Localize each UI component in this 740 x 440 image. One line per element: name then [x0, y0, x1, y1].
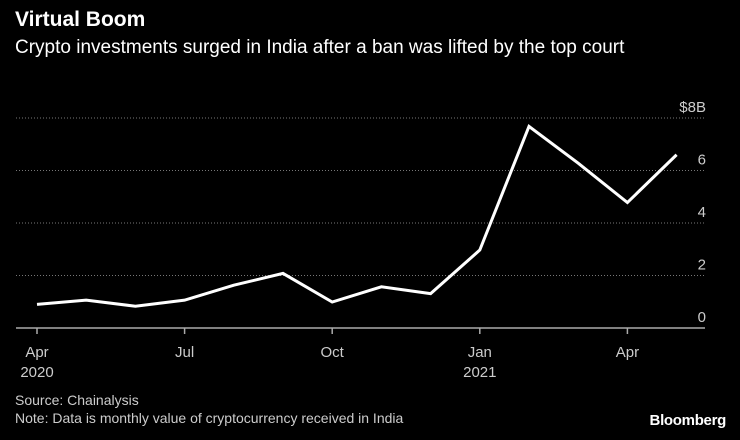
bloomberg-logo: Bloomberg — [649, 412, 727, 429]
data-note: Note: Data is monthly value of cryptocur… — [15, 410, 404, 426]
x-tick-year-label: 2020 — [20, 364, 53, 381]
y-tick-label: 2 — [698, 257, 706, 274]
chart-subtitle: Crypto investments surged in India after… — [15, 37, 625, 58]
x-tick-label: Jul — [175, 344, 194, 361]
x-tick-year-label: 2021 — [463, 364, 496, 381]
y-tick-label: 0 — [698, 309, 706, 326]
y-tick-label: 6 — [698, 152, 706, 169]
x-tick-label: Apr — [616, 344, 639, 361]
x-tick-label: Jan — [468, 344, 492, 361]
data-series-line — [36, 124, 678, 308]
x-tick-label: Apr — [25, 344, 48, 361]
y-tick-label: 4 — [698, 204, 706, 221]
y-tick-label: $8B — [679, 99, 706, 116]
x-tick-label: Oct — [321, 344, 345, 361]
source-note: Source: Chainalysis — [15, 392, 139, 408]
chart-title: Virtual Boom — [15, 8, 146, 31]
